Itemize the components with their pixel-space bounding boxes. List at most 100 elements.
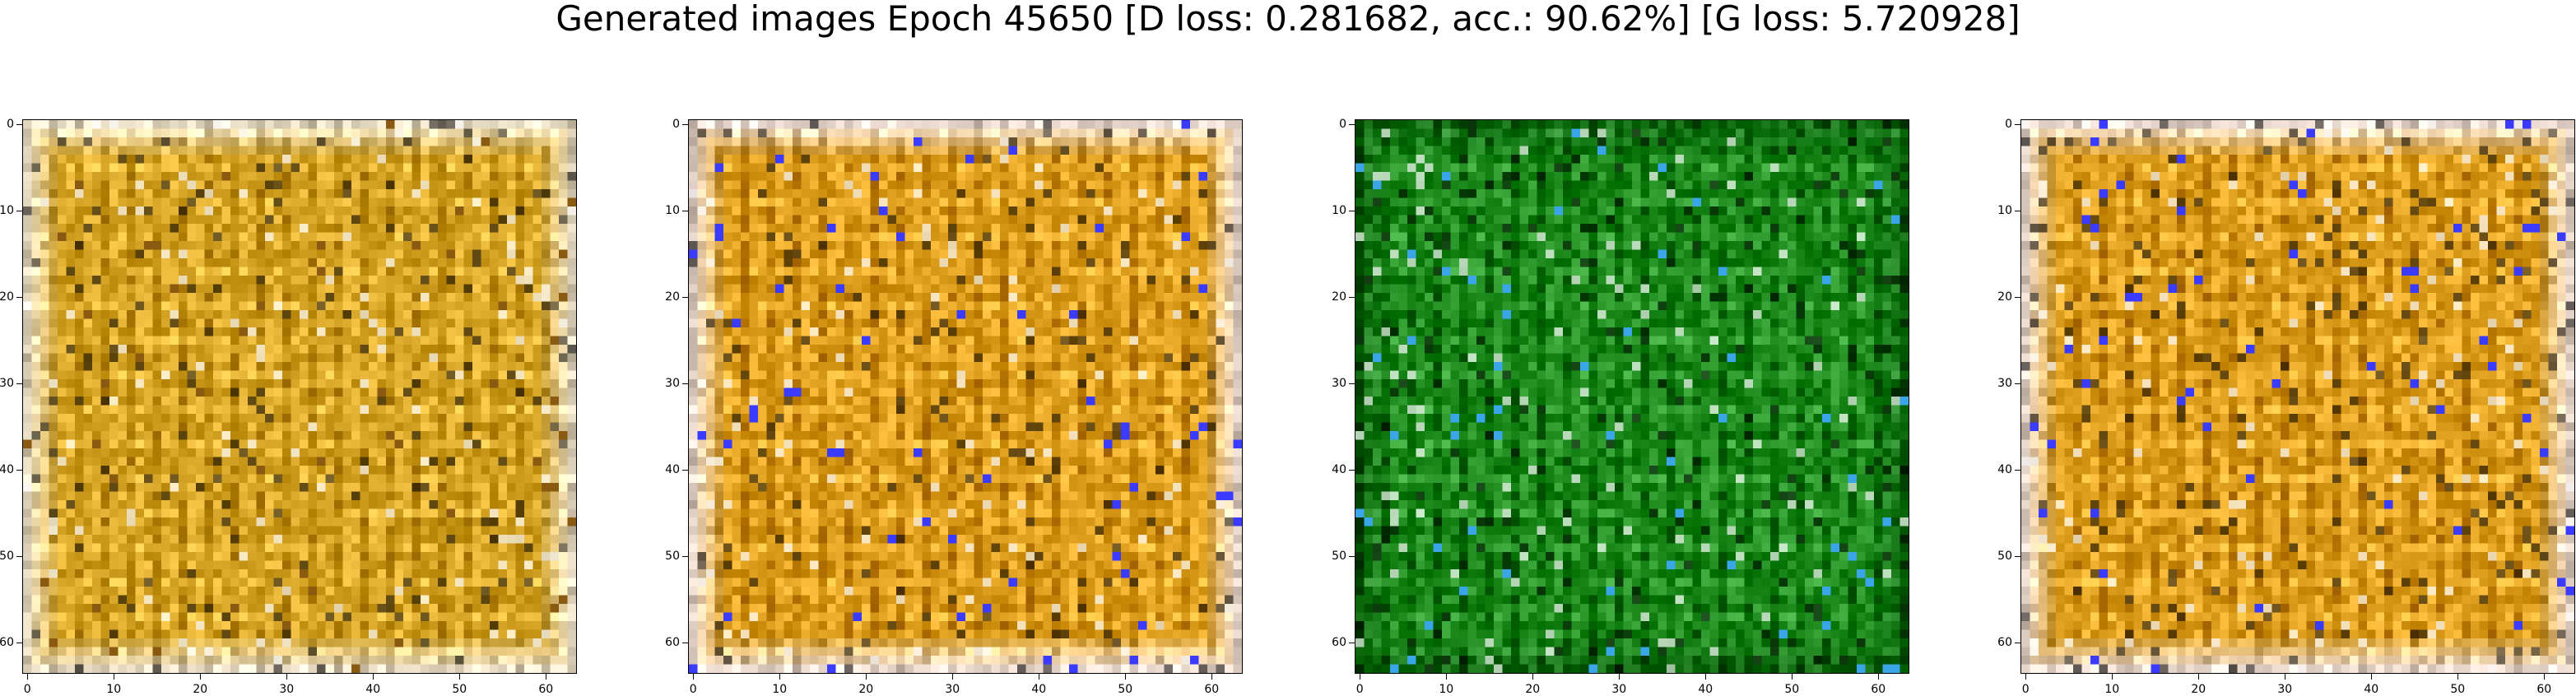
y-tick bbox=[2015, 556, 2020, 557]
x-tick-label: 40 bbox=[1689, 683, 1722, 696]
y-tick bbox=[682, 383, 688, 384]
x-tick-label: 20 bbox=[1516, 683, 1549, 696]
y-tick bbox=[16, 124, 22, 125]
y-tick-label: 60 bbox=[1322, 636, 1346, 649]
x-tick-label: 20 bbox=[2182, 683, 2215, 696]
x-tick bbox=[286, 674, 287, 680]
image-frame bbox=[1355, 119, 1909, 674]
x-tick-label: 10 bbox=[763, 683, 796, 696]
y-tick bbox=[682, 556, 688, 557]
y-tick-label: 20 bbox=[1322, 290, 1346, 304]
x-tick-label: 30 bbox=[270, 683, 303, 696]
y-tick bbox=[2015, 124, 2020, 125]
y-tick-label: 0 bbox=[0, 118, 14, 131]
y-tick-label: 50 bbox=[1322, 550, 1346, 563]
x-tick-label: 20 bbox=[184, 683, 216, 696]
y-tick-label: 20 bbox=[655, 290, 680, 304]
y-tick-label: 10 bbox=[1988, 204, 2012, 217]
x-tick-label: 60 bbox=[1195, 683, 1228, 696]
y-tick bbox=[16, 383, 22, 384]
x-tick-label: 40 bbox=[1022, 683, 1055, 696]
x-tick-label: 20 bbox=[849, 683, 882, 696]
x-tick bbox=[1125, 674, 1126, 680]
y-tick-label: 50 bbox=[1988, 550, 2012, 563]
y-tick bbox=[1349, 383, 1355, 384]
x-tick-label: 30 bbox=[1602, 683, 1635, 696]
y-tick-label: 50 bbox=[0, 550, 14, 563]
x-tick-label: 30 bbox=[936, 683, 969, 696]
y-tick bbox=[2015, 383, 2020, 384]
y-tick bbox=[1349, 556, 1355, 557]
y-tick-label: 30 bbox=[0, 377, 14, 390]
y-tick bbox=[16, 470, 22, 471]
x-tick bbox=[952, 674, 953, 680]
y-tick-label: 0 bbox=[1988, 118, 2012, 131]
x-tick bbox=[866, 674, 867, 680]
y-tick-label: 40 bbox=[655, 463, 680, 476]
x-tick bbox=[200, 674, 201, 680]
x-tick bbox=[27, 674, 28, 680]
y-tick-label: 10 bbox=[655, 204, 680, 217]
x-tick-label: 60 bbox=[2527, 683, 2560, 696]
y-tick-label: 0 bbox=[1322, 118, 1346, 131]
image-frame bbox=[22, 119, 577, 674]
y-tick-label: 30 bbox=[1988, 377, 2012, 390]
x-tick bbox=[2198, 674, 2199, 680]
x-tick-label: 50 bbox=[443, 683, 476, 696]
x-tick bbox=[2025, 674, 2026, 680]
x-tick-label: 40 bbox=[356, 683, 389, 696]
y-tick bbox=[16, 556, 22, 557]
y-tick-label: 60 bbox=[0, 636, 14, 649]
x-tick bbox=[2371, 674, 2372, 680]
x-tick bbox=[373, 674, 374, 680]
generated-image-4 bbox=[2021, 120, 2574, 673]
y-tick bbox=[682, 124, 688, 125]
x-tick-label: 0 bbox=[11, 683, 44, 696]
y-tick bbox=[1349, 470, 1355, 471]
x-tick bbox=[1792, 674, 1793, 680]
image-frame bbox=[688, 119, 1243, 674]
x-tick bbox=[1211, 674, 1212, 680]
y-tick bbox=[2015, 470, 2020, 471]
y-tick bbox=[16, 297, 22, 298]
x-tick-label: 50 bbox=[1109, 683, 1142, 696]
figure-title: Generated images Epoch 45650 [D loss: 0.… bbox=[0, 0, 2576, 38]
x-tick-label: 0 bbox=[677, 683, 709, 696]
y-tick-label: 10 bbox=[0, 204, 14, 217]
y-tick-label: 60 bbox=[655, 636, 680, 649]
x-tick-label: 30 bbox=[2268, 683, 2301, 696]
x-tick bbox=[1619, 674, 1620, 680]
image-frame bbox=[2020, 119, 2575, 674]
x-tick-label: 10 bbox=[2095, 683, 2128, 696]
generated-image-1 bbox=[23, 120, 576, 673]
x-tick-label: 50 bbox=[2441, 683, 2474, 696]
y-tick-label: 20 bbox=[0, 290, 14, 304]
y-tick-label: 10 bbox=[1322, 204, 1346, 217]
x-tick-label: 0 bbox=[1343, 683, 1376, 696]
x-tick bbox=[2544, 674, 2545, 680]
x-tick-label: 50 bbox=[1775, 683, 1808, 696]
x-tick bbox=[1532, 674, 1533, 680]
y-tick-label: 30 bbox=[655, 377, 680, 390]
y-tick-label: 60 bbox=[1988, 636, 2012, 649]
generated-image-2 bbox=[689, 120, 1242, 673]
x-tick-label: 10 bbox=[97, 683, 130, 696]
x-tick bbox=[2457, 674, 2458, 680]
y-tick bbox=[682, 297, 688, 298]
y-tick-label: 40 bbox=[1322, 463, 1346, 476]
x-tick bbox=[693, 674, 694, 680]
y-tick-label: 40 bbox=[1988, 463, 2012, 476]
x-tick-label: 60 bbox=[1862, 683, 1895, 696]
y-tick bbox=[2015, 297, 2020, 298]
x-tick bbox=[459, 674, 460, 680]
y-tick-label: 20 bbox=[1988, 290, 2012, 304]
y-tick-label: 40 bbox=[0, 463, 14, 476]
x-tick bbox=[1878, 674, 1879, 680]
x-tick-label: 60 bbox=[529, 683, 562, 696]
y-tick-label: 50 bbox=[655, 550, 680, 563]
y-tick-label: 0 bbox=[655, 118, 680, 131]
